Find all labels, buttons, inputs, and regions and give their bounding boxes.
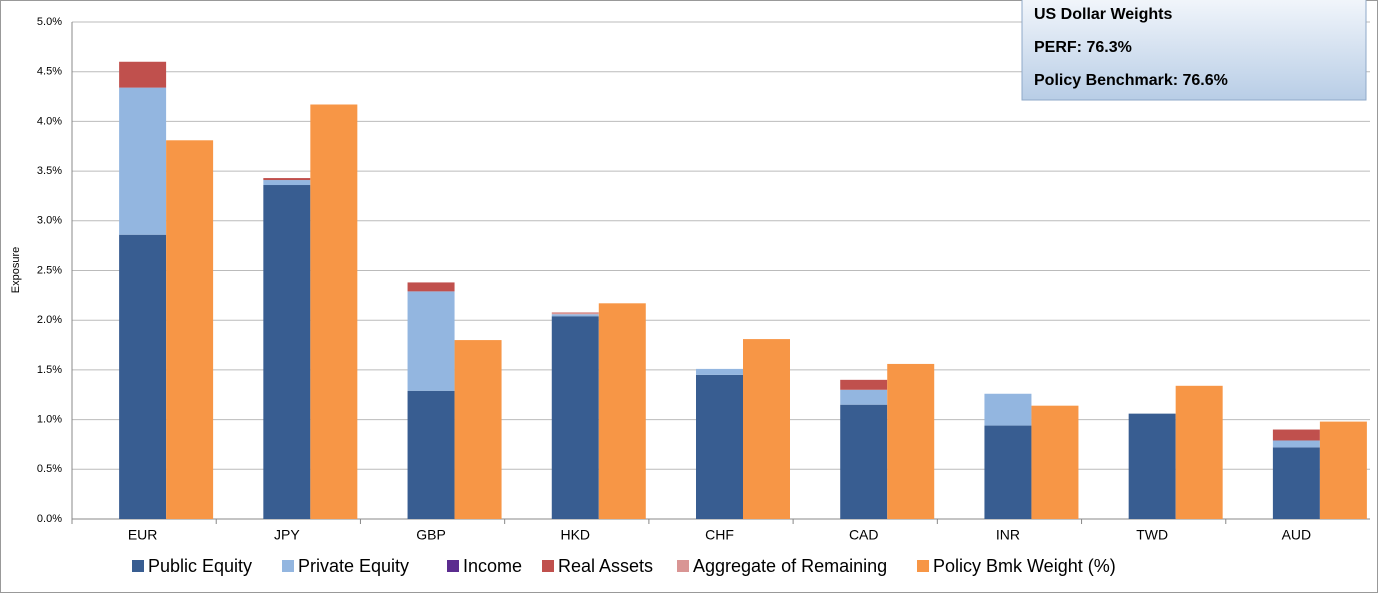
bar-segment xyxy=(696,374,743,519)
bar-segment xyxy=(1128,413,1176,519)
bar-segment xyxy=(840,389,888,405)
x-tick-label: JPY xyxy=(274,527,300,543)
bar xyxy=(1175,385,1223,519)
legend-swatch xyxy=(447,560,459,572)
legend-swatch xyxy=(677,560,689,572)
legend-label: Public Equity xyxy=(148,556,252,576)
annotation: US Dollar Weights xyxy=(1034,6,1172,23)
bar xyxy=(1319,421,1367,519)
x-tick-label: INR xyxy=(996,527,1020,543)
bar-segment xyxy=(696,368,743,375)
y-tick-label: 4.0% xyxy=(37,115,62,127)
legend-label: Policy Bmk Weight (%) xyxy=(933,556,1116,576)
bar-segment xyxy=(263,180,311,186)
bar-segment xyxy=(984,393,1032,426)
x-tick-label: HKD xyxy=(560,527,590,543)
bar xyxy=(1031,405,1079,519)
legend-label: Private Equity xyxy=(298,556,409,576)
x-tick-label: EUR xyxy=(128,527,158,543)
y-tick-label: 2.5% xyxy=(37,264,62,276)
bar xyxy=(310,104,358,519)
bar-segment xyxy=(263,178,311,181)
y-tick-label: 1.0% xyxy=(37,414,62,426)
bar-segment xyxy=(407,282,455,292)
bar-segment xyxy=(263,185,311,520)
annotation: Policy Benchmark: 76.6% xyxy=(1034,72,1228,89)
bar-segment xyxy=(840,404,888,519)
x-tick-label: AUD xyxy=(1282,527,1312,543)
y-tick-label: 2.0% xyxy=(37,314,62,326)
y-tick-label: 3.5% xyxy=(37,165,62,177)
bar-segment xyxy=(1272,440,1320,448)
legend-swatch xyxy=(917,560,929,572)
bar-segment xyxy=(1272,429,1320,441)
y-tick-label: 0.0% xyxy=(37,513,62,525)
x-tick-label: TWD xyxy=(1136,527,1168,543)
legend-label: Aggregate of Remaining xyxy=(693,556,887,576)
x-tick-label: CHF xyxy=(705,527,734,543)
bar xyxy=(887,363,935,519)
bar-segment xyxy=(1272,447,1320,519)
y-tick-label: 5.0% xyxy=(37,16,62,28)
bar-segment xyxy=(119,61,167,88)
bar xyxy=(743,339,790,519)
x-tick-label: GBP xyxy=(416,527,446,543)
legend-label: Income xyxy=(463,556,522,576)
bar-segment xyxy=(119,87,167,235)
y-axis-label: Exposure xyxy=(10,247,22,293)
y-tick-label: 3.0% xyxy=(37,215,62,227)
bar-segment xyxy=(407,291,455,391)
bar xyxy=(454,340,502,519)
legend-swatch xyxy=(132,560,144,572)
annotation-box xyxy=(1021,0,1367,101)
bar-segment xyxy=(984,425,1032,519)
legend-swatch xyxy=(542,560,554,572)
bar-segment xyxy=(551,316,599,519)
legend-label: Real Assets xyxy=(558,556,653,576)
bar-segment xyxy=(840,379,888,390)
bar-segment xyxy=(119,234,167,519)
bar-segment xyxy=(551,314,599,317)
x-tick-label: CAD xyxy=(849,527,879,543)
y-tick-label: 1.5% xyxy=(37,364,62,376)
y-tick-label: 4.5% xyxy=(37,66,62,78)
bar-segment xyxy=(551,312,599,315)
y-tick-label: 0.5% xyxy=(37,463,62,475)
bar-segment xyxy=(407,390,455,519)
bar xyxy=(166,140,214,519)
legend-swatch xyxy=(282,560,294,572)
bar xyxy=(598,303,646,519)
annotation: PERF: 76.3% xyxy=(1034,39,1132,56)
